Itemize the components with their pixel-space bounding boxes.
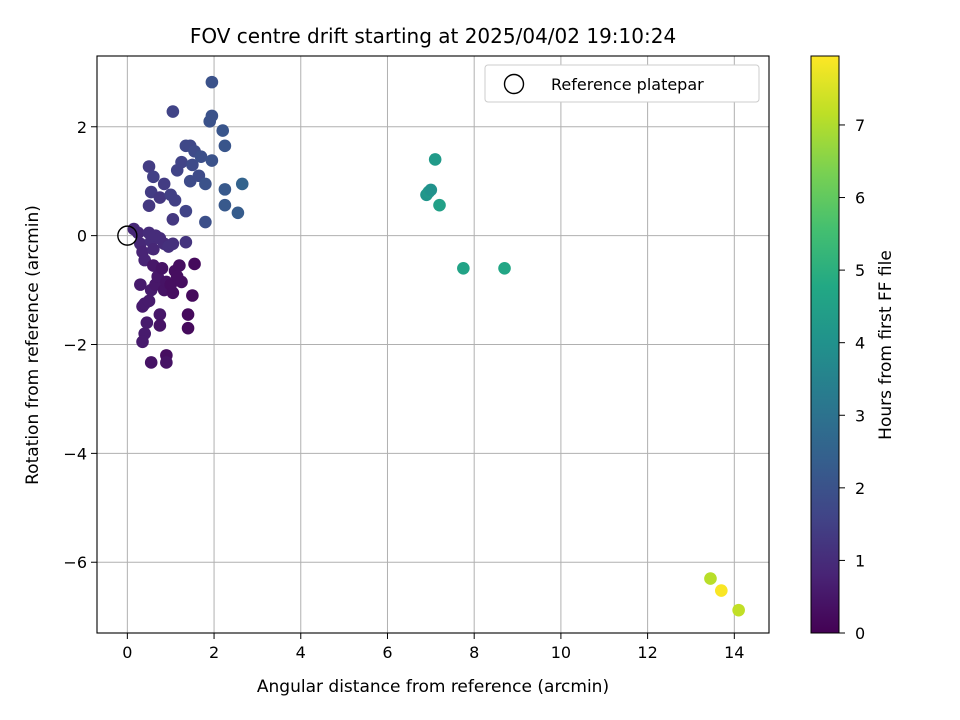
data-point: [186, 158, 199, 172]
data-point: [428, 153, 442, 166]
data-point: [179, 204, 193, 218]
data-point: [199, 177, 212, 191]
colorbar: 0 1 2 3 4 5 6 7 Hours from first FF file: [810, 55, 896, 643]
points-layer: [127, 75, 745, 617]
colorbar-tick-label: 4: [855, 334, 865, 353]
data-point: [179, 235, 193, 249]
data-point: [194, 150, 208, 164]
x-tick-label: 2: [209, 643, 219, 662]
x-tick-label: 12: [637, 643, 657, 662]
data-point: [168, 193, 182, 207]
data-point: [153, 308, 167, 321]
data-point: [144, 356, 158, 369]
data-point: [433, 198, 446, 212]
data-point: [142, 160, 156, 173]
x-tick-label: 4: [296, 643, 306, 662]
colorbar-tick-label: 7: [855, 116, 865, 135]
data-point: [173, 259, 186, 272]
colorbar-label: Hours from first FF file: [876, 250, 896, 440]
data-point: [218, 183, 232, 196]
legend-box: [484, 64, 760, 103]
data-point: [199, 215, 212, 229]
data-point: [166, 105, 180, 118]
y-tick-label: 0: [77, 227, 87, 246]
data-point: [231, 206, 245, 220]
data-point: [216, 124, 230, 137]
data-point: [205, 109, 219, 123]
data-point: [160, 356, 173, 369]
legend-marker-icon: [503, 73, 525, 95]
data-point: [147, 170, 160, 184]
data-point: [147, 242, 160, 256]
y-tick-label: −2: [63, 336, 87, 355]
x-tick-label: 8: [469, 643, 479, 662]
y-tick-label: 2: [77, 118, 87, 137]
data-point: [205, 154, 219, 167]
data-point: [136, 335, 149, 349]
data-point: [205, 75, 219, 89]
data-point: [142, 294, 156, 308]
data-point: [424, 183, 438, 197]
x-axis-label: Angular distance from reference (arcmin): [257, 677, 609, 697]
colorbar-tick-label: 6: [855, 189, 865, 208]
colorbar-ticks: 0 1 2 3 4 5 6 7: [839, 116, 865, 643]
data-point: [166, 286, 180, 300]
colorbar-tick-label: 2: [855, 479, 865, 498]
colorbar-tick-label: 0: [855, 624, 865, 643]
x-axis-ticks: 0 2 4 6 8 10 12 14: [122, 633, 744, 662]
data-point: [186, 289, 199, 302]
data-point: [153, 319, 167, 332]
y-axis-ticks: 2 0 −2 −4 −6: [63, 118, 97, 572]
legend: Reference platepar: [484, 64, 760, 103]
y-tick-label: −6: [63, 553, 87, 572]
x-tick-label: 10: [551, 643, 571, 662]
colorbar-tick-label: 5: [855, 261, 865, 280]
data-point: [218, 139, 232, 153]
data-point: [188, 257, 201, 271]
data-point: [498, 261, 511, 275]
data-point: [157, 177, 171, 191]
plot-grid: [97, 56, 769, 633]
data-point: [457, 261, 470, 275]
data-point: [218, 198, 232, 212]
data-point: [181, 321, 195, 335]
data-point: [134, 278, 147, 291]
data-point: [715, 584, 728, 597]
x-tick-label: 6: [382, 643, 392, 662]
reference-platepar-marker: [117, 225, 138, 246]
data-point: [155, 261, 169, 275]
x-tick-label: 14: [724, 643, 744, 662]
data-point: [140, 316, 154, 330]
data-point: [142, 199, 156, 212]
y-tick-label: −4: [63, 444, 87, 463]
colorbar-tick-label: 1: [855, 551, 865, 570]
colorbar-gradient: [810, 55, 840, 634]
data-point: [175, 155, 188, 169]
y-axis-label: Rotation from reference (arcmin): [23, 205, 43, 485]
data-point: [732, 603, 745, 617]
colorbar-tick-label: 3: [855, 406, 865, 425]
data-point: [175, 275, 188, 289]
data-point: [704, 572, 717, 585]
data-point: [153, 191, 167, 204]
data-point: [166, 237, 180, 251]
legend-label: Reference platepar: [551, 75, 704, 94]
data-point: [166, 213, 180, 226]
data-point: [235, 177, 249, 191]
data-point: [181, 308, 195, 321]
chart-title: FOV centre drift starting at 2025/04/02 …: [190, 24, 676, 48]
x-tick-label: 0: [122, 643, 132, 662]
